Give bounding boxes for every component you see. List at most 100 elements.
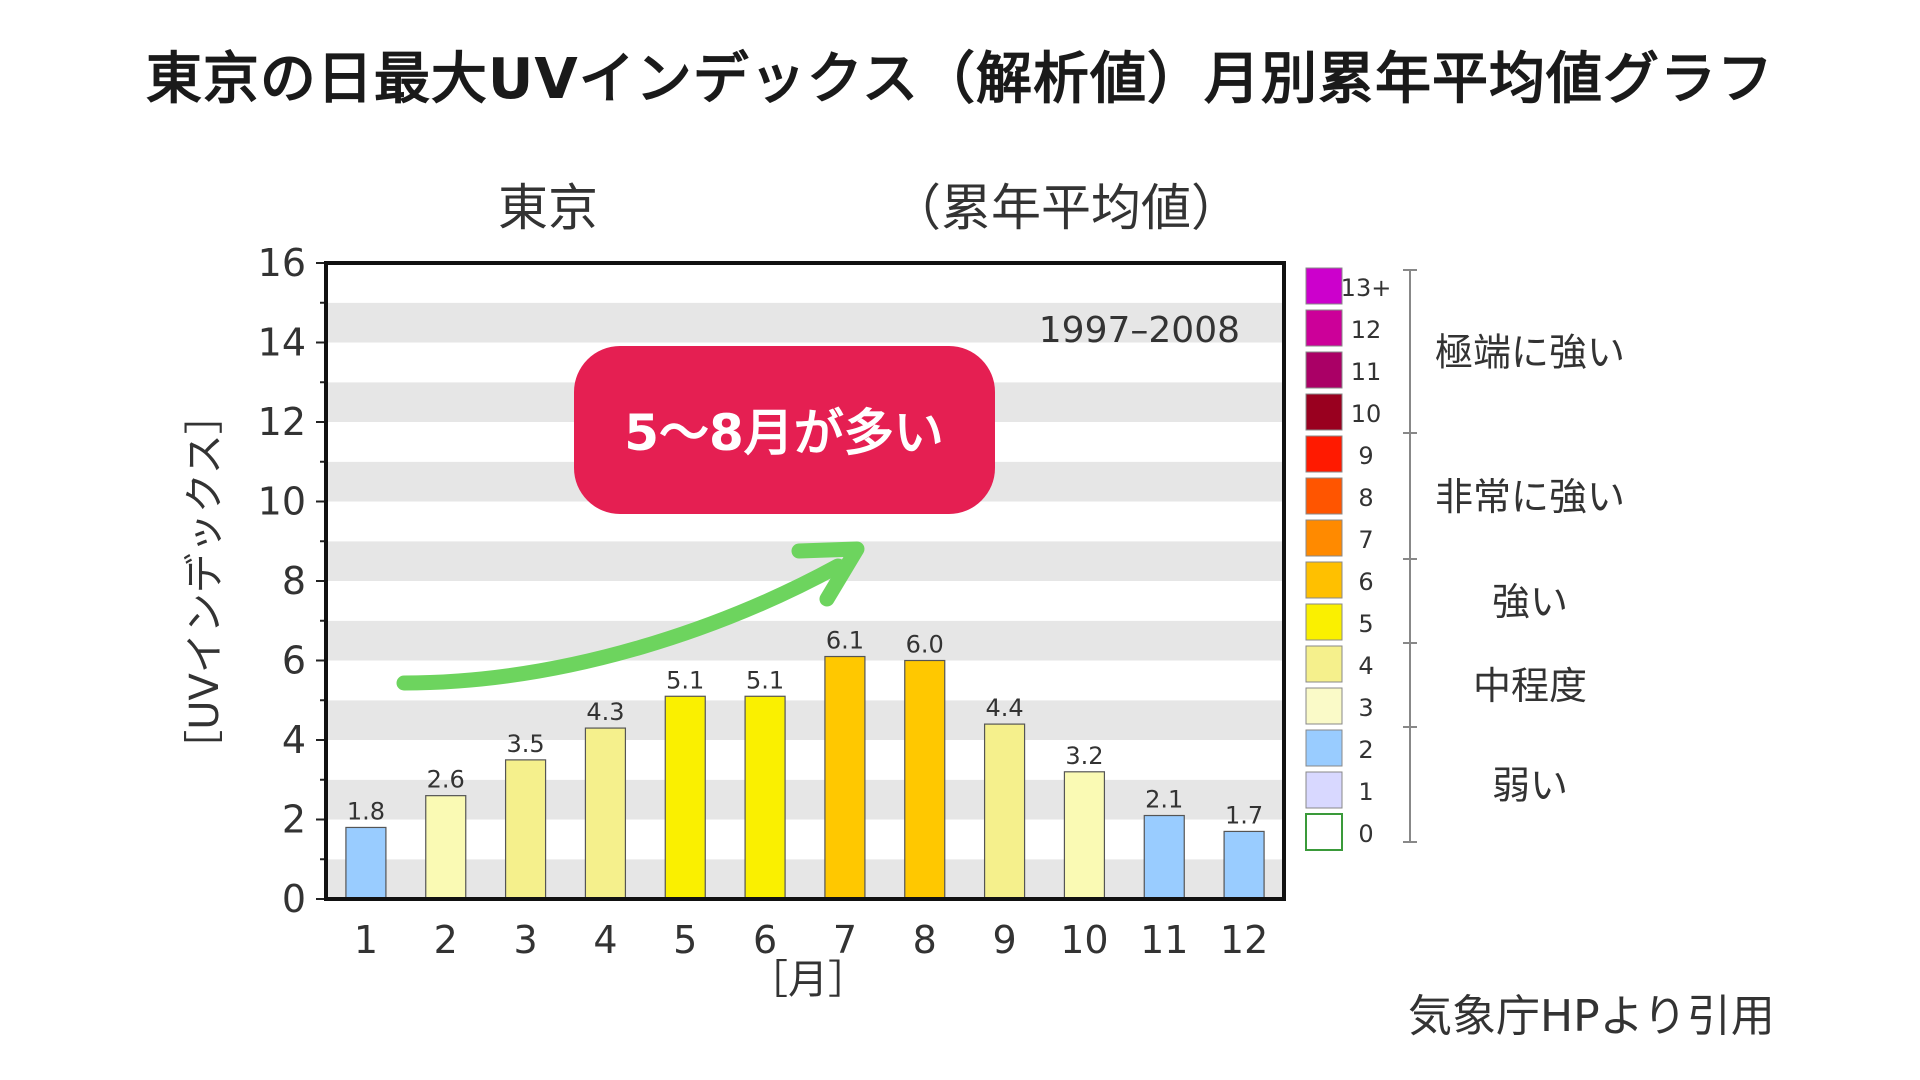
value-label: 4.4	[985, 694, 1023, 722]
grid-band	[326, 779, 1284, 820]
y-tick-label: 0	[282, 877, 306, 921]
y-tick-label: 16	[258, 241, 306, 285]
x-tick-label: 6	[753, 918, 777, 962]
y-axis-label: ［UVインデックス］	[182, 394, 228, 769]
value-label: 5.1	[666, 666, 704, 694]
legend-level-label: 11	[1351, 358, 1382, 386]
legend-category-label: 弱い	[1492, 764, 1568, 808]
bar	[983, 723, 1026, 900]
y-tick-label: 14	[258, 321, 306, 365]
bar	[345, 826, 387, 900]
legend-level-label: 12	[1351, 316, 1382, 344]
legend-level-label: 4	[1358, 652, 1373, 680]
x-tick-label: 2	[434, 918, 458, 962]
legend-category-label: 極端に強い	[1435, 331, 1625, 375]
y-tick-label: 10	[258, 480, 306, 524]
legend-level-label: 9	[1358, 442, 1373, 470]
legend-level-label: 8	[1358, 484, 1373, 512]
value-label: 5.1	[746, 666, 784, 694]
grid-band	[326, 819, 1284, 860]
page-title: 東京の日最大UVインデックス（解析値）月別累年平均値グラフ	[145, 47, 1775, 112]
value-label: 3.2	[1065, 742, 1103, 770]
legend-swatch	[1305, 351, 1343, 389]
period-label: 1997–2008	[1039, 310, 1240, 351]
grid-band	[326, 700, 1284, 740]
x-tick-label: 4	[593, 918, 617, 962]
x-tick-label: 5	[673, 918, 697, 962]
legend-swatch	[1305, 687, 1343, 725]
legend-swatch	[1305, 729, 1343, 767]
x-tick-label: 8	[913, 918, 937, 962]
legend-swatch	[1305, 267, 1343, 305]
bar	[664, 695, 706, 900]
y-tick-label: 6	[282, 639, 306, 683]
x-tick-label: 1	[354, 918, 378, 962]
y-tick-label: 2	[282, 798, 306, 842]
trend-arrow-shaft	[396, 558, 846, 691]
y-tick-labels: 0 2 4 6 8 10 12 14 16	[258, 241, 306, 921]
legend-category-label: 強い	[1492, 580, 1568, 624]
legend-level-label: 3	[1358, 694, 1373, 722]
bar	[1143, 814, 1185, 900]
x-tick-label: 12	[1220, 918, 1268, 962]
chart-subtitle-left: 東京	[498, 179, 598, 237]
bar	[1223, 830, 1265, 900]
y-tick-label: 4	[282, 718, 306, 762]
legend-swatch	[1305, 603, 1343, 641]
bar	[824, 655, 866, 900]
legend-level-label: 10	[1351, 400, 1382, 428]
x-tick-label: 7	[833, 918, 857, 962]
x-tick-label: 3	[513, 918, 537, 962]
plot-frame	[324, 261, 1286, 901]
legend-category-label: 非常に強い	[1435, 475, 1625, 519]
x-axis-label: ［月］	[748, 957, 868, 1003]
x-tick-labels: 1 2 3 4 5 6 7 8 9 10 11 12	[354, 918, 1268, 962]
value-label: 2.1	[1145, 786, 1183, 814]
legend-swatch	[1305, 645, 1343, 683]
source-note: 気象庁HPより引用	[1408, 991, 1775, 1042]
value-label: 2.6	[427, 766, 465, 794]
bar-series	[345, 655, 1265, 900]
chart-subtitle-right: （累年平均値）	[891, 179, 1241, 237]
legend-swatch	[1305, 771, 1343, 809]
legend-swatch	[1305, 435, 1343, 473]
trend-arrow-head	[791, 541, 865, 607]
bar	[744, 695, 786, 900]
legend-level-label: 6	[1358, 568, 1373, 596]
legend-level-label: 0	[1358, 820, 1373, 848]
legend-swatch	[1305, 393, 1343, 431]
grid-band	[326, 740, 1284, 780]
grid-band	[326, 859, 1284, 899]
bar	[904, 659, 946, 900]
bar	[425, 795, 467, 900]
value-labels: 1.8 2.6 3.5 4.3 5.1 5.1 6.1 6.0 4.4 3.2 2.1 1.7	[347, 627, 1263, 830]
callout-box	[574, 346, 995, 514]
value-label: 3.5	[506, 730, 544, 758]
legend-swatch	[1305, 561, 1343, 599]
value-label: 1.8	[347, 797, 385, 825]
bar	[504, 759, 547, 900]
x-tick-label: 10	[1060, 918, 1108, 962]
legend-level-label: 5	[1358, 610, 1373, 638]
legend-level-label: 7	[1358, 526, 1373, 554]
legend-swatch	[1305, 309, 1343, 347]
grid-band	[326, 302, 1284, 343]
x-tick-label: 9	[992, 918, 1016, 962]
callout-text: 5〜8月が多い	[624, 404, 944, 462]
grid-band	[326, 620, 1284, 661]
legend-level-label: 2	[1358, 736, 1373, 764]
value-label: 1.7	[1225, 801, 1263, 829]
y-tick-label: 8	[282, 559, 306, 603]
legend-swatch	[1305, 519, 1343, 557]
value-label: 4.3	[586, 698, 624, 726]
legend-level-label: 13+	[1341, 274, 1392, 302]
grid-band	[326, 263, 1284, 303]
x-tick-label: 11	[1140, 918, 1188, 962]
legend-swatch	[1305, 813, 1343, 851]
bar	[1063, 771, 1106, 900]
legend-level-label: 1	[1358, 778, 1373, 806]
value-label: 6.0	[906, 631, 944, 659]
legend-category-label: 中程度	[1473, 664, 1587, 708]
